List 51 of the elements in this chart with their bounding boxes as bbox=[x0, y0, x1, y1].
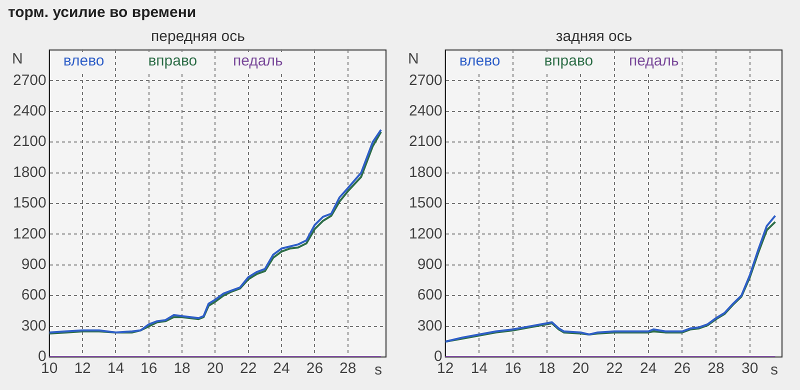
x-tick-label: 18 bbox=[174, 360, 190, 378]
y-tick-label: 300 bbox=[21, 317, 46, 334]
x-tick-label: 18 bbox=[538, 360, 556, 378]
x-tick-label: 24 bbox=[273, 360, 290, 378]
x-tick-label: 22 bbox=[606, 360, 623, 378]
y-tick-label: 2700 bbox=[12, 72, 46, 89]
y-tick-label: 1200 bbox=[12, 225, 46, 242]
text: торм. усилие во времени bbox=[8, 4, 196, 21]
text: влево bbox=[459, 52, 500, 70]
y-tick-label: 1800 bbox=[408, 164, 442, 181]
x-tick-label: 20 bbox=[206, 360, 224, 378]
x-tick-label: 16 bbox=[140, 360, 158, 378]
y-tick-label: 2100 bbox=[12, 133, 46, 150]
y-tick-label: 2700 bbox=[408, 72, 442, 89]
text: влево bbox=[63, 52, 104, 70]
y-tick-label: 2100 bbox=[408, 133, 442, 150]
y-tick-label: 1500 bbox=[12, 194, 46, 212]
chart-title: передняя ось bbox=[151, 28, 246, 46]
x-tick-label: 24 bbox=[640, 360, 657, 378]
x-tick-label: 28 bbox=[340, 360, 356, 378]
x-tick-label: 14 bbox=[470, 360, 488, 378]
y-tick-label: 1800 bbox=[12, 164, 46, 181]
x-tick-label: 12 bbox=[437, 360, 454, 378]
text: педаль bbox=[629, 52, 680, 70]
y-tick-label: 600 bbox=[21, 286, 46, 304]
y-axis-title: N bbox=[12, 50, 23, 68]
y-tick-label: 1200 bbox=[408, 225, 442, 242]
y-tick-label: 2400 bbox=[408, 102, 442, 120]
x-axis-title: s bbox=[374, 362, 382, 379]
y-tick-label: 1500 bbox=[408, 194, 442, 212]
text: педаль bbox=[233, 52, 284, 70]
x-tick-label: 16 bbox=[504, 360, 522, 378]
x-tick-label: 12 bbox=[74, 360, 91, 378]
y-tick-label: 600 bbox=[417, 286, 442, 304]
x-tick-label: 30 bbox=[742, 360, 758, 378]
y-axis-title: N bbox=[408, 50, 419, 68]
x-tick-label: 14 bbox=[107, 360, 124, 378]
chart-title: задняя ось bbox=[556, 28, 632, 46]
y-tick-label: 300 bbox=[417, 317, 442, 334]
y-tick-label: 2400 bbox=[12, 102, 46, 120]
x-tick-label: 20 bbox=[572, 360, 590, 378]
y-tick-label: 900 bbox=[21, 256, 46, 274]
text: вправо bbox=[148, 52, 198, 70]
text: вправо bbox=[544, 52, 594, 70]
x-tick-label: 28 bbox=[708, 360, 724, 378]
x-tick-label: 26 bbox=[674, 360, 691, 378]
x-tick-label: 22 bbox=[240, 360, 257, 378]
x-tick-label: 26 bbox=[306, 360, 324, 378]
x-axis-title: s bbox=[770, 362, 778, 379]
y-tick-label: 900 bbox=[417, 256, 442, 274]
x-tick-label: 10 bbox=[41, 360, 58, 378]
